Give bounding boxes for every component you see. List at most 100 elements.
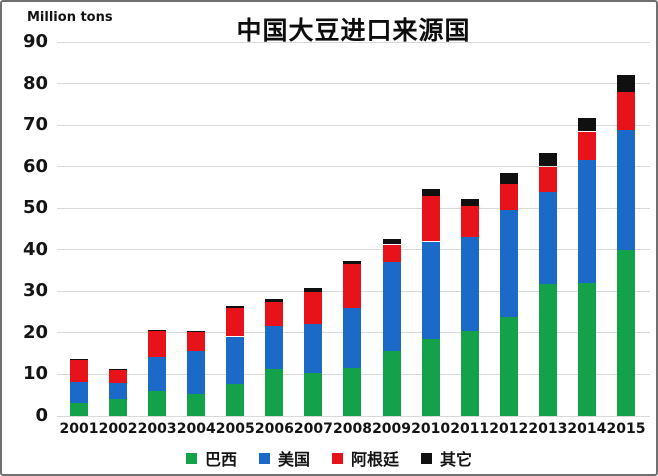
bar-2010: [421, 188, 440, 416]
bar-segment-2011-其它: [460, 199, 479, 206]
bar-2012: [499, 173, 518, 416]
legend-label-argentina: 阿根廷: [351, 450, 400, 469]
gridline-y-90: [57, 41, 650, 43]
x-tick-label-2010: 2010: [411, 421, 451, 437]
bar-2006: [265, 299, 284, 416]
x-tick-label-2001: 2001: [59, 421, 99, 437]
y-tick-label-0: 0: [35, 405, 48, 426]
bar-segment-2004-阿根廷: [187, 332, 206, 351]
legend-label-brazil: 巴西: [204, 450, 237, 469]
bar-segment-2008-阿根廷: [343, 264, 362, 308]
bar-segment-2004-美国: [187, 351, 206, 394]
x-tick-label-2008: 2008: [333, 421, 372, 437]
x-tick-label-2005: 2005: [215, 421, 255, 437]
bar-segment-2013-巴西: [538, 284, 557, 416]
gridline-y-80: [57, 83, 650, 85]
bar-segment-2002-阿根廷: [109, 370, 128, 383]
bar-segment-2001-阿根廷: [70, 360, 88, 382]
legend: 巴西 美国 阿根廷 其它: [2, 446, 656, 470]
bar-segment-2007-阿根廷: [304, 292, 323, 324]
bar-segment-2009-其它: [382, 239, 401, 244]
bar-segment-2004-其它: [187, 331, 206, 332]
bar-segment-2015-巴西: [616, 250, 635, 416]
bar-2008: [343, 261, 362, 416]
bar-segment-2002-巴西: [109, 399, 128, 416]
bar-segment-2003-巴西: [148, 391, 167, 416]
bar-2009: [382, 239, 401, 416]
bar-segment-2014-美国: [577, 160, 596, 283]
bar-segment-2009-阿根廷: [382, 245, 401, 262]
bar-segment-2012-美国: [499, 210, 518, 317]
bar-segment-2007-巴西: [304, 373, 323, 416]
x-tick-label-2006: 2006: [254, 421, 294, 437]
x-tick-label-2003: 2003: [137, 421, 177, 437]
y-tick-label-50: 50: [22, 197, 48, 219]
bar-segment-2006-美国: [265, 325, 284, 369]
bar-segment-2012-巴西: [499, 317, 518, 416]
gridline-y-60: [57, 166, 650, 168]
bar-segment-2005-其它: [226, 306, 245, 308]
bar-segment-2012-阿根廷: [499, 184, 518, 210]
bar-segment-2013-阿根廷: [538, 167, 557, 192]
bar-segment-2014-巴西: [577, 283, 596, 416]
legend-swatch-brazil-icon: [185, 452, 197, 464]
bar-segment-2014-阿根廷: [577, 132, 596, 160]
x-tick-label-2011: 2011: [450, 421, 490, 437]
x-tick-label-2013: 2013: [528, 421, 568, 437]
bar-segment-2014-其它: [577, 118, 596, 131]
bar-segment-2001-美国: [70, 382, 88, 403]
bar-segment-2011-巴西: [460, 331, 479, 416]
bar-segment-2003-阿根廷: [148, 331, 167, 357]
y-tick-label-80: 80: [22, 72, 48, 94]
legend-label-others: 其它: [440, 450, 473, 469]
bar-segment-2003-美国: [148, 357, 167, 391]
bar-segment-2012-其它: [499, 173, 518, 184]
bar-segment-2009-美国: [382, 262, 401, 351]
bar-segment-2008-其它: [343, 261, 362, 264]
x-tick-label-2009: 2009: [372, 421, 412, 437]
bar-segment-2013-其它: [538, 153, 557, 166]
legend-label-usa: 美国: [277, 450, 310, 469]
x-tick-label-2012: 2012: [489, 421, 529, 437]
bar-2003: [148, 330, 167, 416]
bar-segment-2011-阿根廷: [460, 206, 479, 237]
bar-segment-2015-美国: [616, 130, 635, 250]
bar-2004: [187, 331, 206, 416]
y-tick-label-90: 90: [22, 31, 48, 52]
x-tick-label-2014: 2014: [567, 421, 607, 437]
bar-2014: [577, 118, 596, 416]
bar-segment-2004-巴西: [187, 394, 206, 416]
bar-segment-2010-巴西: [421, 339, 440, 416]
y-tick-label-30: 30: [22, 280, 48, 302]
y-tick-label-20: 20: [22, 321, 48, 343]
chart-title: 中国大豆进口来源国: [236, 16, 471, 45]
bar-2007: [304, 288, 323, 416]
y-tick-label-40: 40: [22, 238, 48, 260]
gridline-y-0: [57, 415, 650, 417]
bar-segment-2006-其它: [265, 299, 284, 302]
x-tick-label-2007: 2007: [293, 421, 333, 437]
y-axis-unit-label: Million tons: [27, 10, 113, 25]
x-tick-label-2015: 2015: [606, 421, 646, 437]
y-tick-label-60: 60: [22, 155, 48, 177]
bar-segment-2010-阿根廷: [421, 195, 440, 241]
bar-segment-2015-阿根廷: [616, 92, 635, 130]
y-tick-label-10: 10: [22, 363, 48, 385]
bar-segment-2008-巴西: [343, 368, 362, 416]
bar-segment-2003-其它: [148, 330, 167, 331]
x-tick-label-2002: 2002: [98, 421, 138, 437]
bar-segment-2010-美国: [421, 242, 440, 339]
gridline-y-70: [57, 124, 650, 126]
bar-segment-2011-美国: [460, 237, 479, 331]
legend-swatch-usa-icon: [258, 452, 270, 464]
bar-segment-2008-美国: [343, 307, 362, 368]
bar-segment-2010-其它: [421, 189, 440, 196]
bar-segment-2001-其它: [70, 359, 88, 360]
bar-segment-2002-美国: [109, 383, 128, 399]
bar-segment-2013-美国: [538, 191, 557, 284]
y-tick-label-70: 70: [22, 114, 48, 136]
bar-segment-2005-巴西: [226, 384, 245, 416]
x-tick-label-2004: 2004: [176, 421, 216, 437]
bar-2005: [226, 305, 245, 416]
bar-2002: [109, 369, 128, 416]
